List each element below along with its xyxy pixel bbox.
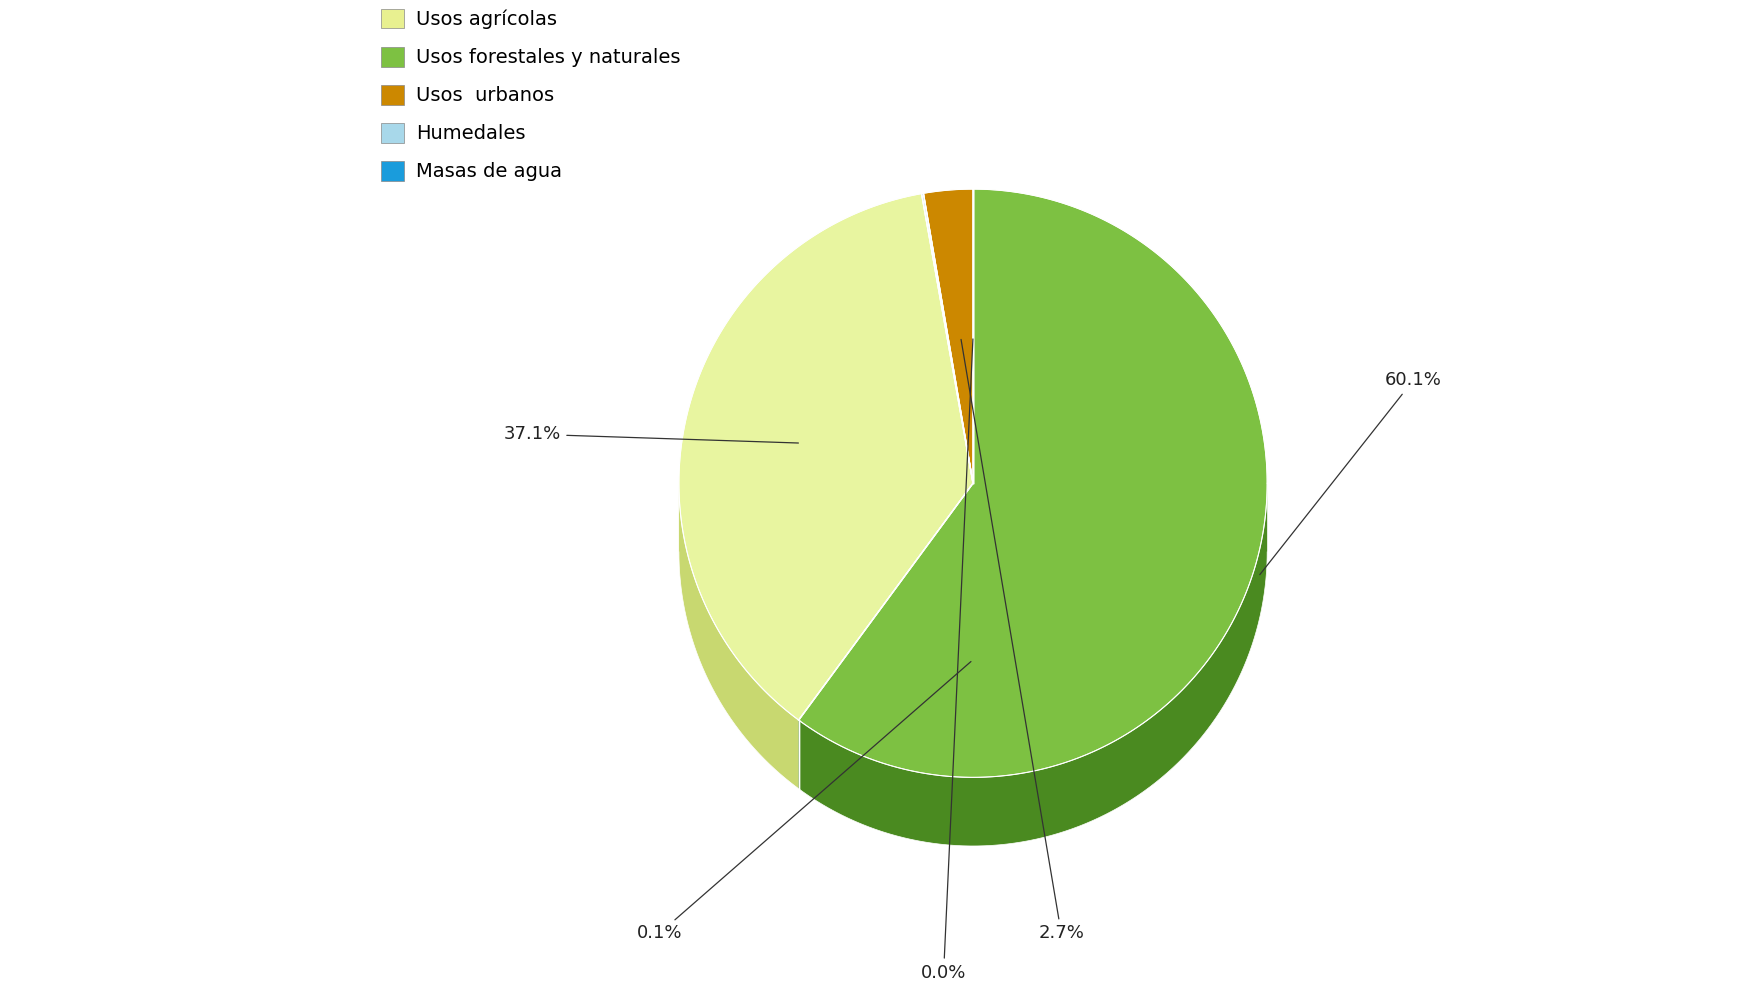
Text: 60.1%: 60.1%	[1260, 371, 1442, 575]
Polygon shape	[798, 485, 1267, 846]
Text: 0.0%: 0.0%	[920, 339, 973, 982]
Polygon shape	[922, 193, 973, 483]
Polygon shape	[798, 483, 973, 789]
Text: 2.7%: 2.7%	[961, 339, 1085, 942]
Polygon shape	[679, 194, 973, 720]
Legend: Usos agrícolas, Usos forestales y naturales, Usos  urbanos, Humedales, Masas de : Usos agrícolas, Usos forestales y natura…	[374, 3, 686, 187]
Polygon shape	[798, 189, 1267, 777]
Text: 37.1%: 37.1%	[504, 425, 798, 443]
Polygon shape	[679, 484, 798, 789]
Polygon shape	[798, 483, 973, 789]
Text: 0.1%: 0.1%	[637, 662, 971, 942]
Polygon shape	[924, 189, 973, 483]
